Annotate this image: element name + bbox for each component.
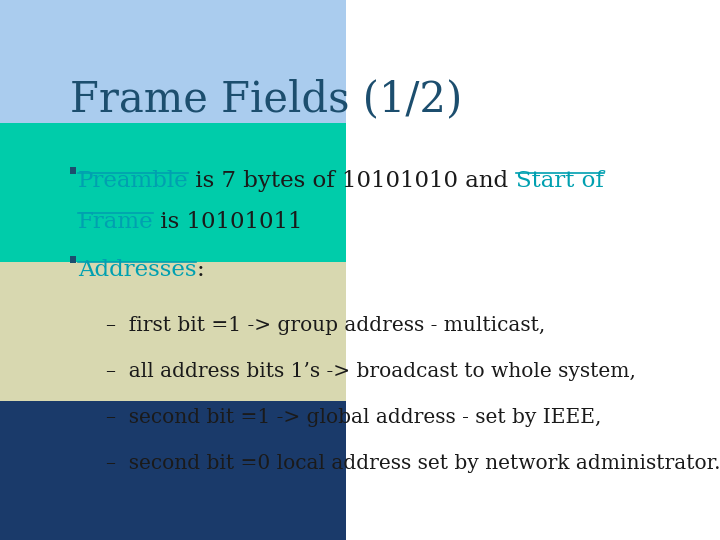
Text: Addresses: Addresses: [78, 259, 197, 281]
Text: –  second bit =0 local address set by network administrator.: – second bit =0 local address set by net…: [106, 454, 720, 472]
Text: Preamble: Preamble: [78, 170, 189, 192]
Text: is 7 bytes of 10101010 and: is 7 bytes of 10101010 and: [189, 170, 516, 192]
Text: –  first bit =1 -> group address - multicast,: – first bit =1 -> group address - multic…: [106, 316, 545, 335]
Text: is 10101011: is 10101011: [153, 211, 303, 233]
Text: –  second bit =1 -> global address - set by IEEE,: – second bit =1 -> global address - set …: [106, 408, 601, 427]
Text: –  all address bits 1’s -> broadcast to whole system,: – all address bits 1’s -> broadcast to w…: [106, 362, 636, 381]
Text: Start of: Start of: [516, 170, 604, 192]
Text: Frame Fields (1/2): Frame Fields (1/2): [70, 78, 462, 120]
Text: :: :: [197, 259, 204, 281]
Text: Frame: Frame: [78, 211, 153, 233]
